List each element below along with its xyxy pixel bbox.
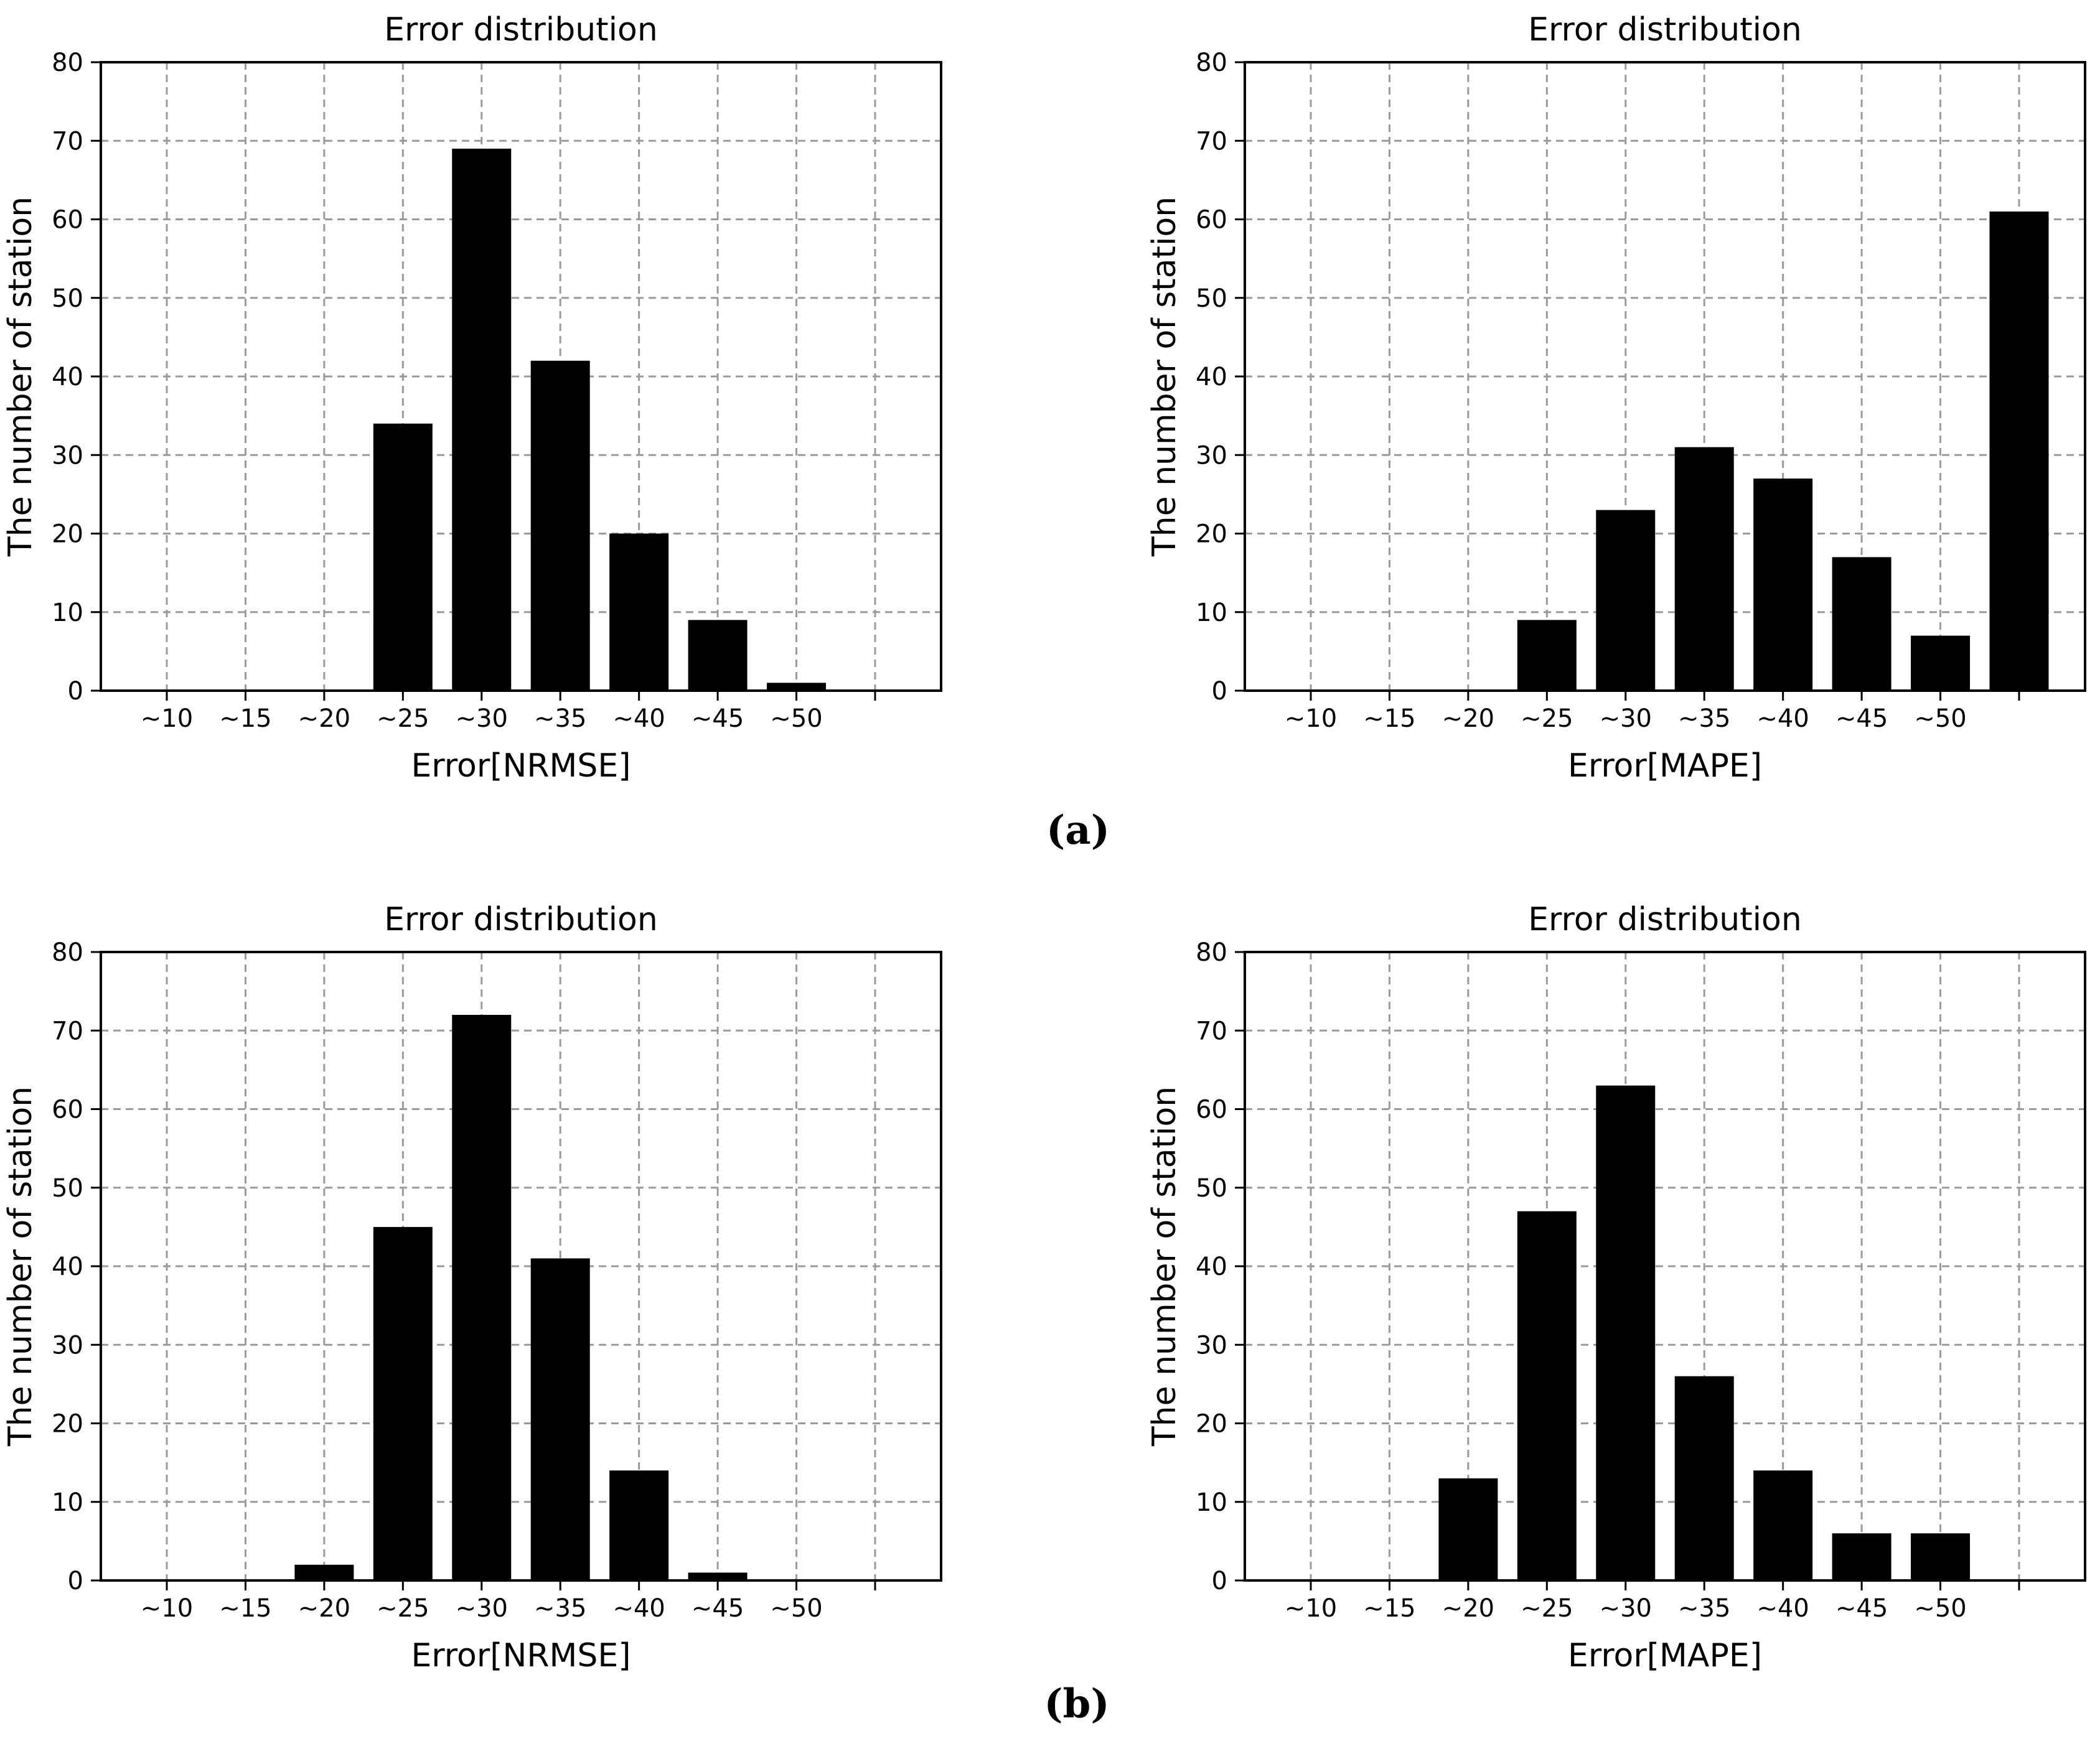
chart-error-distribution-b-mape: ~10 ~15 ~20 ~25 ~30 ~35 ~40 ~45 ~50 0 10 20 30 40 50 60…: [1146, 901, 2086, 1674]
svg-text:80: 80: [52, 938, 83, 967]
svg-text:70: 70: [1196, 1017, 1227, 1045]
svg-text:~40: ~40: [1756, 1594, 1809, 1623]
svg-text:10: 10: [52, 599, 83, 627]
svg-text:~40: ~40: [612, 1594, 665, 1623]
svg-text:~20: ~20: [298, 704, 350, 733]
svg-text:~50: ~50: [770, 704, 822, 733]
svg-text:~20: ~20: [1442, 704, 1494, 733]
svg-text:~20: ~20: [1442, 1594, 1494, 1623]
svg-text:80: 80: [1196, 49, 1227, 77]
svg-text:The number of station: The number of station: [1146, 1086, 1183, 1447]
svg-text:50: 50: [52, 1174, 83, 1203]
svg-text:~40: ~40: [1756, 704, 1809, 733]
svg-text:10: 10: [52, 1488, 83, 1517]
svg-text:70: 70: [52, 127, 83, 156]
svg-text:~45: ~45: [1835, 1594, 1888, 1623]
svg-text:20: 20: [1196, 520, 1227, 549]
svg-text:~35: ~35: [534, 1594, 586, 1623]
svg-text:~30: ~30: [456, 704, 508, 733]
svg-text:~30: ~30: [1600, 1594, 1652, 1623]
chart-error-distribution-a-nrmse: ~10 ~15 ~20 ~25 ~30 ~35 ~40 ~45 ~50 0 10 20 30 40 50 60…: [2, 11, 942, 785]
svg-text:60: 60: [52, 206, 83, 235]
chart-error-distribution-a-mape: ~10 ~15 ~20 ~25 ~30 ~35 ~40 ~45 ~50 0 10 20 30 40 50 60…: [1146, 11, 2086, 785]
svg-text:30: 30: [52, 1331, 83, 1360]
svg-text:~50: ~50: [1914, 1594, 1966, 1623]
svg-text:70: 70: [1196, 127, 1227, 156]
svg-text:60: 60: [1196, 1096, 1227, 1124]
svg-text:~25: ~25: [377, 1594, 429, 1623]
svg-text:Error[NRMSE]: Error[NRMSE]: [411, 1637, 630, 1674]
svg-text:~10: ~10: [141, 704, 193, 733]
svg-text:~50: ~50: [1914, 704, 1966, 733]
svg-text:70: 70: [52, 1017, 83, 1045]
svg-text:~50: ~50: [770, 1594, 822, 1623]
svg-text:The number of station: The number of station: [1146, 197, 1183, 557]
svg-text:Error[MAPE]: Error[MAPE]: [1568, 1637, 1762, 1674]
svg-text:~10: ~10: [1285, 1594, 1337, 1623]
svg-text:~45: ~45: [1835, 704, 1888, 733]
svg-text:80: 80: [52, 49, 83, 77]
svg-text:Error distribution: Error distribution: [1528, 11, 1802, 49]
svg-text:60: 60: [52, 1096, 83, 1124]
svg-text:~15: ~15: [1363, 1594, 1415, 1623]
svg-text:20: 20: [52, 1410, 83, 1439]
svg-text:Error distribution: Error distribution: [384, 901, 658, 938]
svg-text:0: 0: [1212, 677, 1227, 706]
panel-label-a: (a): [1046, 807, 1110, 854]
svg-text:~15: ~15: [219, 704, 271, 733]
svg-text:~35: ~35: [534, 704, 586, 733]
svg-text:~45: ~45: [691, 704, 744, 733]
svg-text:Error[NRMSE]: Error[NRMSE]: [411, 747, 630, 785]
svg-text:~45: ~45: [691, 1594, 744, 1623]
svg-text:0: 0: [68, 677, 83, 706]
chart-error-distribution-b-nrmse: ~10 ~15 ~20 ~25 ~30 ~35 ~40 ~45 ~50 0 10 20 30 40 50 60…: [2, 901, 942, 1674]
svg-text:~40: ~40: [612, 704, 665, 733]
svg-text:~20: ~20: [298, 1594, 350, 1623]
svg-text:~35: ~35: [1678, 704, 1730, 733]
svg-text:30: 30: [1196, 1331, 1227, 1360]
svg-text:~15: ~15: [219, 1594, 271, 1623]
svg-text:~15: ~15: [1363, 704, 1415, 733]
svg-text:~30: ~30: [1600, 704, 1652, 733]
svg-text:50: 50: [1196, 1174, 1227, 1203]
svg-text:20: 20: [52, 520, 83, 549]
svg-text:60: 60: [1196, 206, 1227, 235]
svg-text:10: 10: [1196, 599, 1227, 627]
svg-text:40: 40: [1196, 1253, 1227, 1281]
svg-text:30: 30: [52, 441, 83, 470]
svg-text:0: 0: [68, 1567, 83, 1595]
svg-text:~25: ~25: [377, 704, 429, 733]
svg-text:20: 20: [1196, 1410, 1227, 1439]
svg-text:50: 50: [1196, 284, 1227, 313]
svg-text:~35: ~35: [1678, 1594, 1730, 1623]
svg-text:~25: ~25: [1521, 1594, 1573, 1623]
svg-text:40: 40: [52, 1253, 83, 1281]
svg-text:~10: ~10: [1285, 704, 1337, 733]
svg-text:40: 40: [52, 363, 83, 391]
svg-text:0: 0: [1212, 1567, 1227, 1595]
svg-text:50: 50: [52, 284, 83, 313]
panel-label-b: (b): [1044, 1681, 1110, 1727]
svg-text:~30: ~30: [456, 1594, 508, 1623]
svg-text:~25: ~25: [1521, 704, 1573, 733]
svg-text:40: 40: [1196, 363, 1227, 391]
svg-text:Error distribution: Error distribution: [384, 11, 658, 49]
svg-text:The number of station: The number of station: [2, 197, 39, 557]
svg-text:10: 10: [1196, 1488, 1227, 1517]
svg-text:80: 80: [1196, 938, 1227, 967]
svg-text:Error[MAPE]: Error[MAPE]: [1568, 747, 1762, 785]
svg-text:Error distribution: Error distribution: [1528, 901, 1802, 938]
svg-text:~10: ~10: [141, 1594, 193, 1623]
svg-text:30: 30: [1196, 441, 1227, 470]
svg-text:The number of station: The number of station: [2, 1086, 39, 1447]
